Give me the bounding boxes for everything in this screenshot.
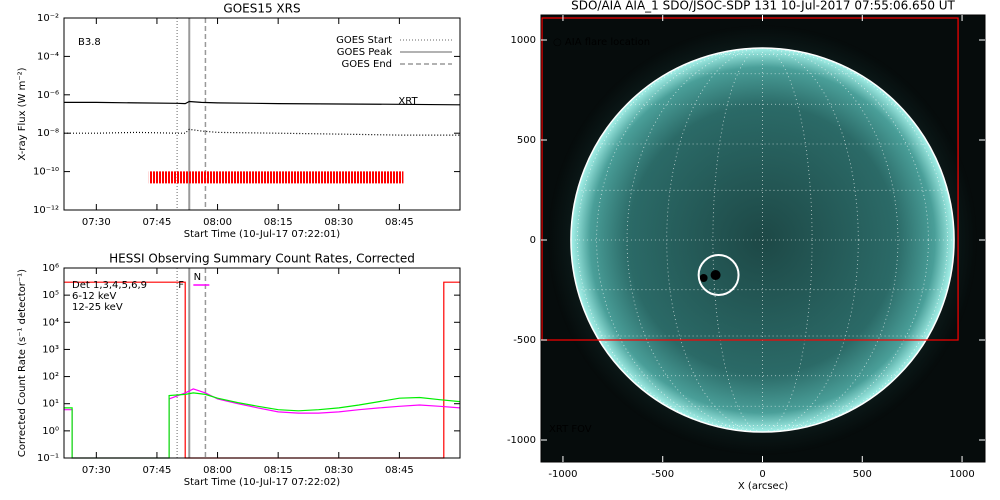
plot-frame (63, 17, 461, 211)
flare-legend: ○ AIA flare location (553, 37, 650, 48)
x-tick-label: 07:45 (143, 217, 172, 228)
x-tick-label: 08:15 (264, 217, 293, 228)
legend-label: GOES End (342, 59, 392, 70)
legend-label: 6-12 keV (72, 291, 116, 302)
y-tick-label: 1000 (511, 35, 536, 46)
y-tick-label: 10² (42, 372, 59, 383)
y-tick-label: 10⁻⁴ (37, 51, 59, 62)
plot-frame (63, 267, 461, 459)
flare-location (697, 254, 740, 296)
y-tick-label: -1000 (507, 435, 536, 446)
x-tick-label: 0 (759, 469, 765, 480)
legend-label: 12-25 keV (72, 302, 123, 313)
flag-label: N (194, 272, 201, 283)
y-tick-label: 10⁶ (42, 263, 59, 274)
flare-spot (699, 274, 708, 282)
y-tick-label: 10¹ (42, 399, 59, 410)
xrt-fov (541, 17, 959, 341)
chart-title: HESSI Observing Summary Count Rates, Cor… (109, 252, 415, 266)
flag-label: F (178, 280, 184, 291)
y-tick-label: 10⁻¹⁰ (33, 167, 59, 178)
x-tick-label: 07:30 (82, 465, 111, 476)
x-tick-label: 08:00 (203, 465, 232, 476)
series-line (64, 128, 460, 136)
y-tick-label: 10⁴ (42, 317, 59, 328)
legend-title: Det 1,3,4,5,6,9 (72, 280, 147, 291)
series-line (64, 100, 461, 106)
xrt-label: XRT (398, 96, 418, 107)
y-tick-label: 10⁻¹ (37, 453, 59, 464)
x-axis-label: X (arcsec) (738, 481, 788, 492)
x-tick-label: 08:45 (385, 217, 414, 228)
x-tick-label: 08:15 (264, 465, 293, 476)
x-tick-label: 07:45 (143, 465, 172, 476)
x-tick-label: 08:30 (324, 217, 353, 228)
limb (570, 47, 955, 433)
x-axis-label: Start Time (10-Jul-17 07:22:01) (184, 229, 341, 240)
xrt-observations (148, 171, 404, 184)
y-tick-label: 10⁻² (37, 13, 59, 24)
meridian (712, 47, 813, 433)
x-tick-label: 08:30 (324, 465, 353, 476)
x-tick-label: -500 (651, 469, 674, 480)
legend-label: GOES Start (336, 35, 392, 46)
series-line (64, 281, 460, 459)
legend-label: GOES Peak (337, 47, 392, 58)
chart-title: SDO/AIA AIA_1 SDO/JSOC-SDP 131 10-Jul-20… (571, 0, 955, 13)
x-tick-label: 08:45 (385, 465, 414, 476)
x-axis-label: Start Time (10-Jul-17 07:22:02) (184, 477, 341, 488)
y-tick-label: -500 (513, 335, 536, 346)
meridian (626, 47, 899, 433)
y-tick-label: 0 (530, 235, 536, 246)
y-axis-label: X-ray Flux (W m⁻²) (17, 67, 28, 160)
y-tick-label: 10⁻⁸ (37, 128, 59, 139)
fov-label: XRT FOV (549, 424, 592, 435)
x-tick-label: 07:30 (82, 217, 111, 228)
y-axis-label: Corrected Count Rate (s⁻¹ detector⁻¹) (17, 269, 28, 457)
x-tick-label: 08:00 (203, 217, 232, 228)
x-tick-label: -1000 (548, 469, 577, 480)
series-line (64, 388, 461, 459)
y-tick-label: 10⁰ (42, 426, 59, 437)
goes-class: B3.8 (78, 37, 101, 48)
x-tick-label: 1000 (949, 469, 974, 480)
flare-spot (710, 270, 721, 280)
y-tick-label: 10⁻⁶ (37, 90, 59, 101)
y-tick-label: 500 (517, 135, 536, 146)
chart-title: GOES15 XRS (223, 2, 300, 16)
y-tick-label: 10⁵ (42, 290, 59, 301)
series-line (64, 392, 461, 459)
y-tick-label: 10⁻¹² (33, 205, 59, 216)
y-tick-label: 10³ (42, 344, 59, 355)
x-tick-label: 500 (853, 469, 872, 480)
